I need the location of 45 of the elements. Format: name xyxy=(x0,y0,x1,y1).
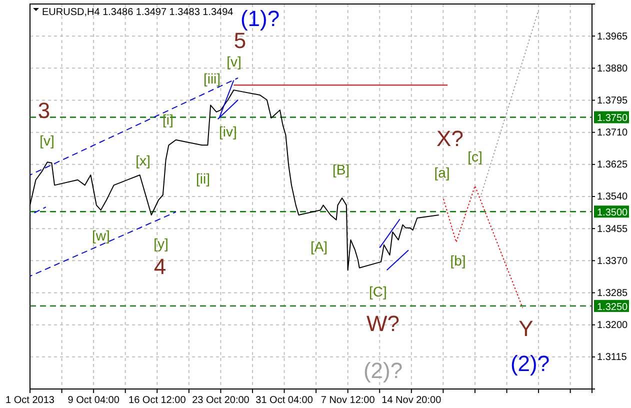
ref-line-label: 1.3500 xyxy=(597,208,628,219)
y-tick-label: 1.3625 xyxy=(597,160,628,171)
y-tick-label: 1.3455 xyxy=(597,224,628,235)
x-tick-label: 9 Oct 04:00 xyxy=(68,395,120,406)
y-tick-label: 1.3285 xyxy=(597,288,628,299)
x-tick-label: 14 Nov 20:00 xyxy=(382,395,442,406)
y-tick-label: 1.3540 xyxy=(597,192,628,203)
annotation: [ii] xyxy=(196,170,210,187)
annotation: [x] xyxy=(136,152,150,169)
ref-line-label: 1.3250 xyxy=(597,302,628,313)
annotation: [v] xyxy=(226,54,242,70)
x-tick-label: 1 Oct 2013 xyxy=(6,395,55,406)
ref-line-label: 1.3750 xyxy=(597,113,628,124)
annotation: [b] xyxy=(450,252,466,269)
annotation: [v] xyxy=(40,132,54,149)
annotation: 4 xyxy=(154,254,166,279)
annotation: [w] xyxy=(92,228,110,244)
annotation: [i] xyxy=(162,112,174,128)
x-tick-label: 31 Oct 04:00 xyxy=(256,395,314,406)
annotation: [C] xyxy=(369,284,387,300)
y-tick-label: 1.3200 xyxy=(597,320,628,332)
y-tick-label: 1.3795 xyxy=(597,95,628,106)
annotation: [B] xyxy=(332,162,350,178)
annotation: Y xyxy=(518,316,534,341)
annotation: [iv] xyxy=(219,124,237,140)
annotation: 3 xyxy=(38,98,50,123)
annotation: X? xyxy=(436,126,464,151)
chart-title: EURUSD,H4 1.3486 1.3497 1.3483 1.3494 xyxy=(42,7,234,18)
y-tick-label: 1.3115 xyxy=(597,352,628,364)
y-tick-label: 1.3370 xyxy=(597,256,628,267)
annotation: (1)? xyxy=(240,6,280,31)
y-tick-label: 1.3880 xyxy=(597,63,628,74)
annotation: (2)? xyxy=(363,358,403,383)
annotation: [iii] xyxy=(203,70,221,87)
y-tick-label: 1.3710 xyxy=(597,128,628,139)
annotation: (2)? xyxy=(510,350,550,376)
annotation: [y] xyxy=(154,236,168,252)
x-tick-label: 23 Oct 20:00 xyxy=(192,395,250,406)
annotation: [c] xyxy=(468,148,482,165)
y-tick-label: 1.3965 xyxy=(597,31,628,42)
x-tick-label: 16 Oct 12:00 xyxy=(128,395,186,406)
x-tick-label: 7 Nov 12:00 xyxy=(320,395,376,406)
annotation: [a] xyxy=(434,164,450,181)
annotation: [A] xyxy=(310,238,328,255)
annotation: W? xyxy=(366,310,400,336)
